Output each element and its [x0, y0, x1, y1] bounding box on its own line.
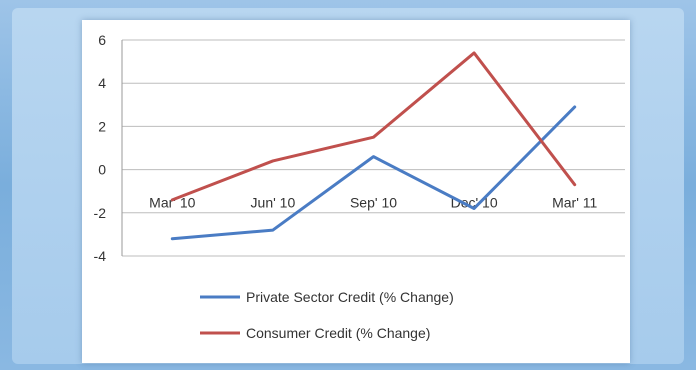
y-tick-label: 0 [98, 162, 106, 178]
legend: Private Sector Credit (% Change) Consumer… [200, 289, 454, 341]
y-axis-ticks: 6 4 2 0 -2 -4 [94, 32, 107, 264]
x-tick-label: Mar' 10 [149, 195, 195, 211]
y-tick-label: -2 [94, 205, 107, 221]
x-tick-label: Jun' 10 [251, 195, 296, 211]
x-tick-label: Dec' 10 [451, 195, 498, 211]
series-line [170, 51, 577, 202]
x-axis-ticks: Mar' 10 Jun' 10 Sep' 10 Dec' 10 Mar' 11 [149, 195, 597, 211]
chart-frame [12, 8, 684, 364]
y-tick-label: 2 [98, 118, 106, 134]
gridlines [121, 39, 625, 257]
legend-label: Private Sector Credit (% Change) [246, 289, 454, 305]
chart-panel [82, 20, 630, 363]
x-tick-label: Mar' 11 [552, 195, 597, 211]
y-tick-label: 4 [98, 75, 106, 91]
legend-label: Consumer Credit (% Change) [246, 325, 430, 341]
y-tick-label: -4 [94, 248, 107, 264]
x-tick-label: Sep' 10 [350, 195, 397, 211]
series-lines [170, 51, 577, 241]
y-tick-label: 6 [98, 32, 106, 48]
series-line [170, 105, 577, 241]
